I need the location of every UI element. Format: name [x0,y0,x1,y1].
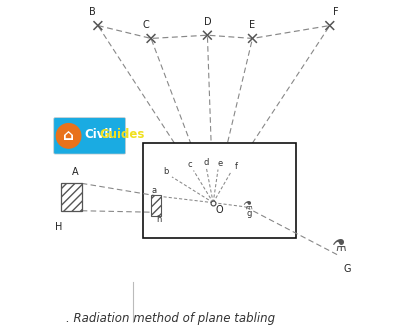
Text: A: A [71,167,78,177]
Text: E: E [250,20,255,30]
Text: F: F [333,8,339,17]
Text: h: h [156,215,162,224]
Text: . Radiation method of plane tabling: . Radiation method of plane tabling [66,312,275,325]
Circle shape [56,124,81,148]
Text: g: g [247,209,252,218]
Text: Guides: Guides [99,128,145,141]
Text: C: C [143,20,150,30]
FancyBboxPatch shape [54,118,125,154]
Text: f: f [235,162,238,171]
Text: G: G [343,264,351,274]
Bar [143,143,296,238]
Text: ⌂: ⌂ [63,128,74,143]
Text: c: c [187,160,192,169]
Text: Civil: Civil [84,128,112,141]
Text: ⚗: ⚗ [242,200,252,210]
Bar [61,183,82,211]
Text: B: B [89,8,95,17]
Text: H: H [55,222,62,232]
Text: ⚗: ⚗ [332,237,347,255]
Text: e: e [218,159,223,168]
Text: D: D [204,17,211,27]
Text: a: a [152,186,157,195]
Text: b: b [163,166,169,176]
Text: O: O [215,205,223,215]
Text: d: d [204,158,209,167]
Bar [151,195,161,215]
